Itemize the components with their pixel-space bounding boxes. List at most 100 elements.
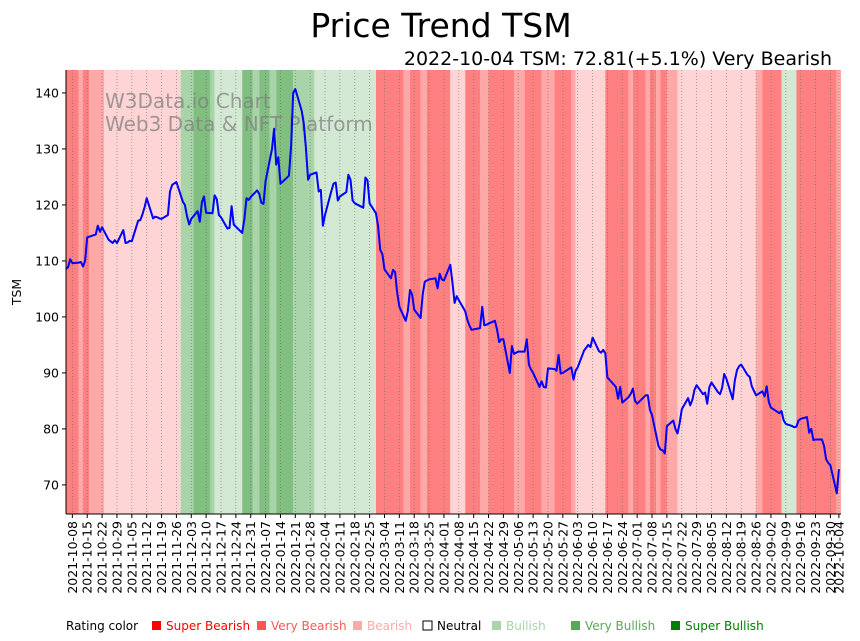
rating-band — [645, 70, 650, 514]
rating-band — [78, 70, 83, 514]
y-tick-label: 110 — [35, 253, 59, 268]
legend-swatch — [353, 621, 362, 630]
legend-swatch — [257, 621, 266, 630]
rating-band — [259, 70, 270, 514]
x-tick-label: 2021-12-24 — [228, 521, 243, 594]
y-tick-label: 140 — [35, 85, 59, 100]
x-axis-ticks: 2021-10-08 2021-10-15 2021-10-22 2021-10-29… — [65, 514, 846, 594]
legend-item-label: Neutral — [437, 619, 481, 633]
x-tick-label: 2022-05-27 — [555, 521, 570, 594]
legend-item-label: Very Bearish — [271, 619, 347, 633]
x-tick-label: 2021-11-19 — [154, 521, 169, 594]
x-tick-label: 2021-10-22 — [95, 521, 110, 594]
x-tick-label: 2022-02-11 — [332, 521, 347, 594]
rating-band — [632, 70, 646, 514]
x-tick-label: 2022-04-15 — [466, 521, 481, 594]
x-tick-label: 2022-05-06 — [511, 521, 526, 594]
rating-band — [465, 70, 481, 514]
rating-band — [628, 70, 633, 514]
x-tick-label: 2021-12-10 — [199, 521, 214, 594]
x-tick-label: 2021-11-26 — [169, 521, 184, 594]
rating-band — [210, 70, 215, 514]
y-tick-label: 130 — [35, 141, 59, 156]
rating-band — [252, 70, 260, 514]
x-tick-label: 2021-11-05 — [124, 521, 139, 594]
rating-band — [426, 70, 451, 514]
rating-band — [762, 70, 782, 514]
rating-band — [677, 70, 757, 514]
x-tick-label: 2021-11-12 — [139, 521, 154, 594]
x-tick-label: 2022-02-18 — [347, 521, 362, 594]
x-tick-label: 2022-07-29 — [689, 521, 704, 594]
legend-swatch — [571, 621, 580, 630]
x-tick-label: 2022-07-01 — [630, 521, 645, 594]
y-tick-label: 70 — [43, 477, 59, 492]
x-tick-label: 2022-09-23 — [808, 521, 823, 594]
legend-item-label: Very Bullish — [585, 619, 655, 633]
x-tick-label: 2022-08-12 — [719, 521, 734, 594]
x-tick-label: 2022-05-20 — [540, 521, 555, 594]
x-tick-label: 2022-06-24 — [615, 521, 630, 594]
y-tick-label: 120 — [35, 197, 59, 212]
x-tick-label: 2022-02-04 — [318, 521, 333, 594]
x-tick-label: 2021-10-08 — [65, 521, 80, 594]
rating-band — [656, 70, 661, 514]
rating-band — [89, 70, 105, 514]
rating-band — [571, 70, 576, 514]
chart-title: Price Trend TSM — [310, 6, 571, 45]
rating-bands — [66, 70, 841, 514]
legend-item-label: Super Bullish — [685, 619, 764, 633]
legend-swatch — [492, 621, 501, 630]
x-tick-label: 2022-04-22 — [481, 521, 496, 594]
x-tick-label: 2022-10-04 — [831, 521, 846, 594]
x-tick-label: 2022-01-21 — [288, 521, 303, 594]
x-tick-label: 2021-10-29 — [109, 521, 124, 594]
legend-item-label: Super Bearish — [166, 619, 250, 633]
x-tick-label: 2022-04-29 — [496, 521, 511, 594]
x-tick-label: 2022-04-08 — [451, 521, 466, 594]
x-tick-label: 2022-04-01 — [436, 521, 451, 594]
x-tick-label: 2022-03-04 — [377, 521, 392, 594]
y-tick-label: 80 — [43, 421, 59, 436]
rating-band — [514, 70, 525, 514]
rating-band — [409, 70, 421, 514]
x-tick-label: 2021-12-31 — [243, 521, 258, 594]
x-tick-label: 2022-03-25 — [422, 521, 437, 594]
x-tick-label: 2022-09-09 — [778, 521, 793, 594]
x-tick-label: 2022-06-10 — [585, 521, 600, 594]
rating-band — [293, 70, 315, 514]
rating-band — [269, 70, 277, 514]
x-tick-label: 2021-10-15 — [80, 521, 95, 594]
x-tick-label: 2022-07-08 — [645, 521, 660, 594]
x-tick-label: 2022-01-14 — [273, 521, 288, 594]
rating-band — [649, 70, 657, 514]
watermark: W3Data.io Chart Web3 Data & NFT Platform — [105, 89, 373, 136]
x-tick-label: 2022-03-18 — [407, 521, 422, 594]
x-tick-label: 2022-07-15 — [659, 521, 674, 594]
x-tick-label: 2022-09-02 — [763, 521, 778, 594]
rating-band — [450, 70, 466, 514]
rating-band — [781, 70, 797, 514]
x-tick-label: 2022-01-28 — [303, 521, 318, 594]
legend-item-label: Bearish — [367, 619, 412, 633]
rating-band — [214, 70, 243, 514]
chart-subtitle: 2022-10-04 TSM: 72.81(+5.1%) Very Bearis… — [404, 48, 832, 70]
x-tick-label: 2022-07-22 — [674, 521, 689, 594]
x-tick-label: 2022-09-16 — [793, 521, 808, 594]
rating-band — [193, 70, 211, 514]
y-axis-label: TSM — [9, 279, 24, 306]
x-tick-label: 2021-12-17 — [214, 521, 229, 594]
y-axis-ticks: 70 80 90 100 110 120 130 140 — [35, 85, 66, 492]
x-tick-label: 2022-08-26 — [749, 521, 764, 594]
x-tick-label: 2022-05-13 — [526, 521, 541, 594]
rating-band — [242, 70, 253, 514]
series-line-tsm — [65, 88, 840, 495]
x-tick-label: 2022-06-17 — [600, 521, 615, 594]
legend-title: Rating color — [66, 619, 138, 633]
y-tick-label: 90 — [43, 365, 59, 380]
legend-swatch — [152, 621, 161, 630]
legend-item-label: Bullish — [506, 619, 546, 633]
rating-band — [756, 70, 763, 514]
rating-band — [575, 70, 606, 514]
rating-band — [605, 70, 629, 514]
